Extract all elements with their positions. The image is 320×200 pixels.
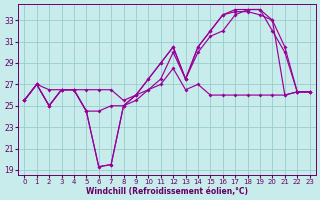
X-axis label: Windchill (Refroidissement éolien,°C): Windchill (Refroidissement éolien,°C) [86, 187, 248, 196]
